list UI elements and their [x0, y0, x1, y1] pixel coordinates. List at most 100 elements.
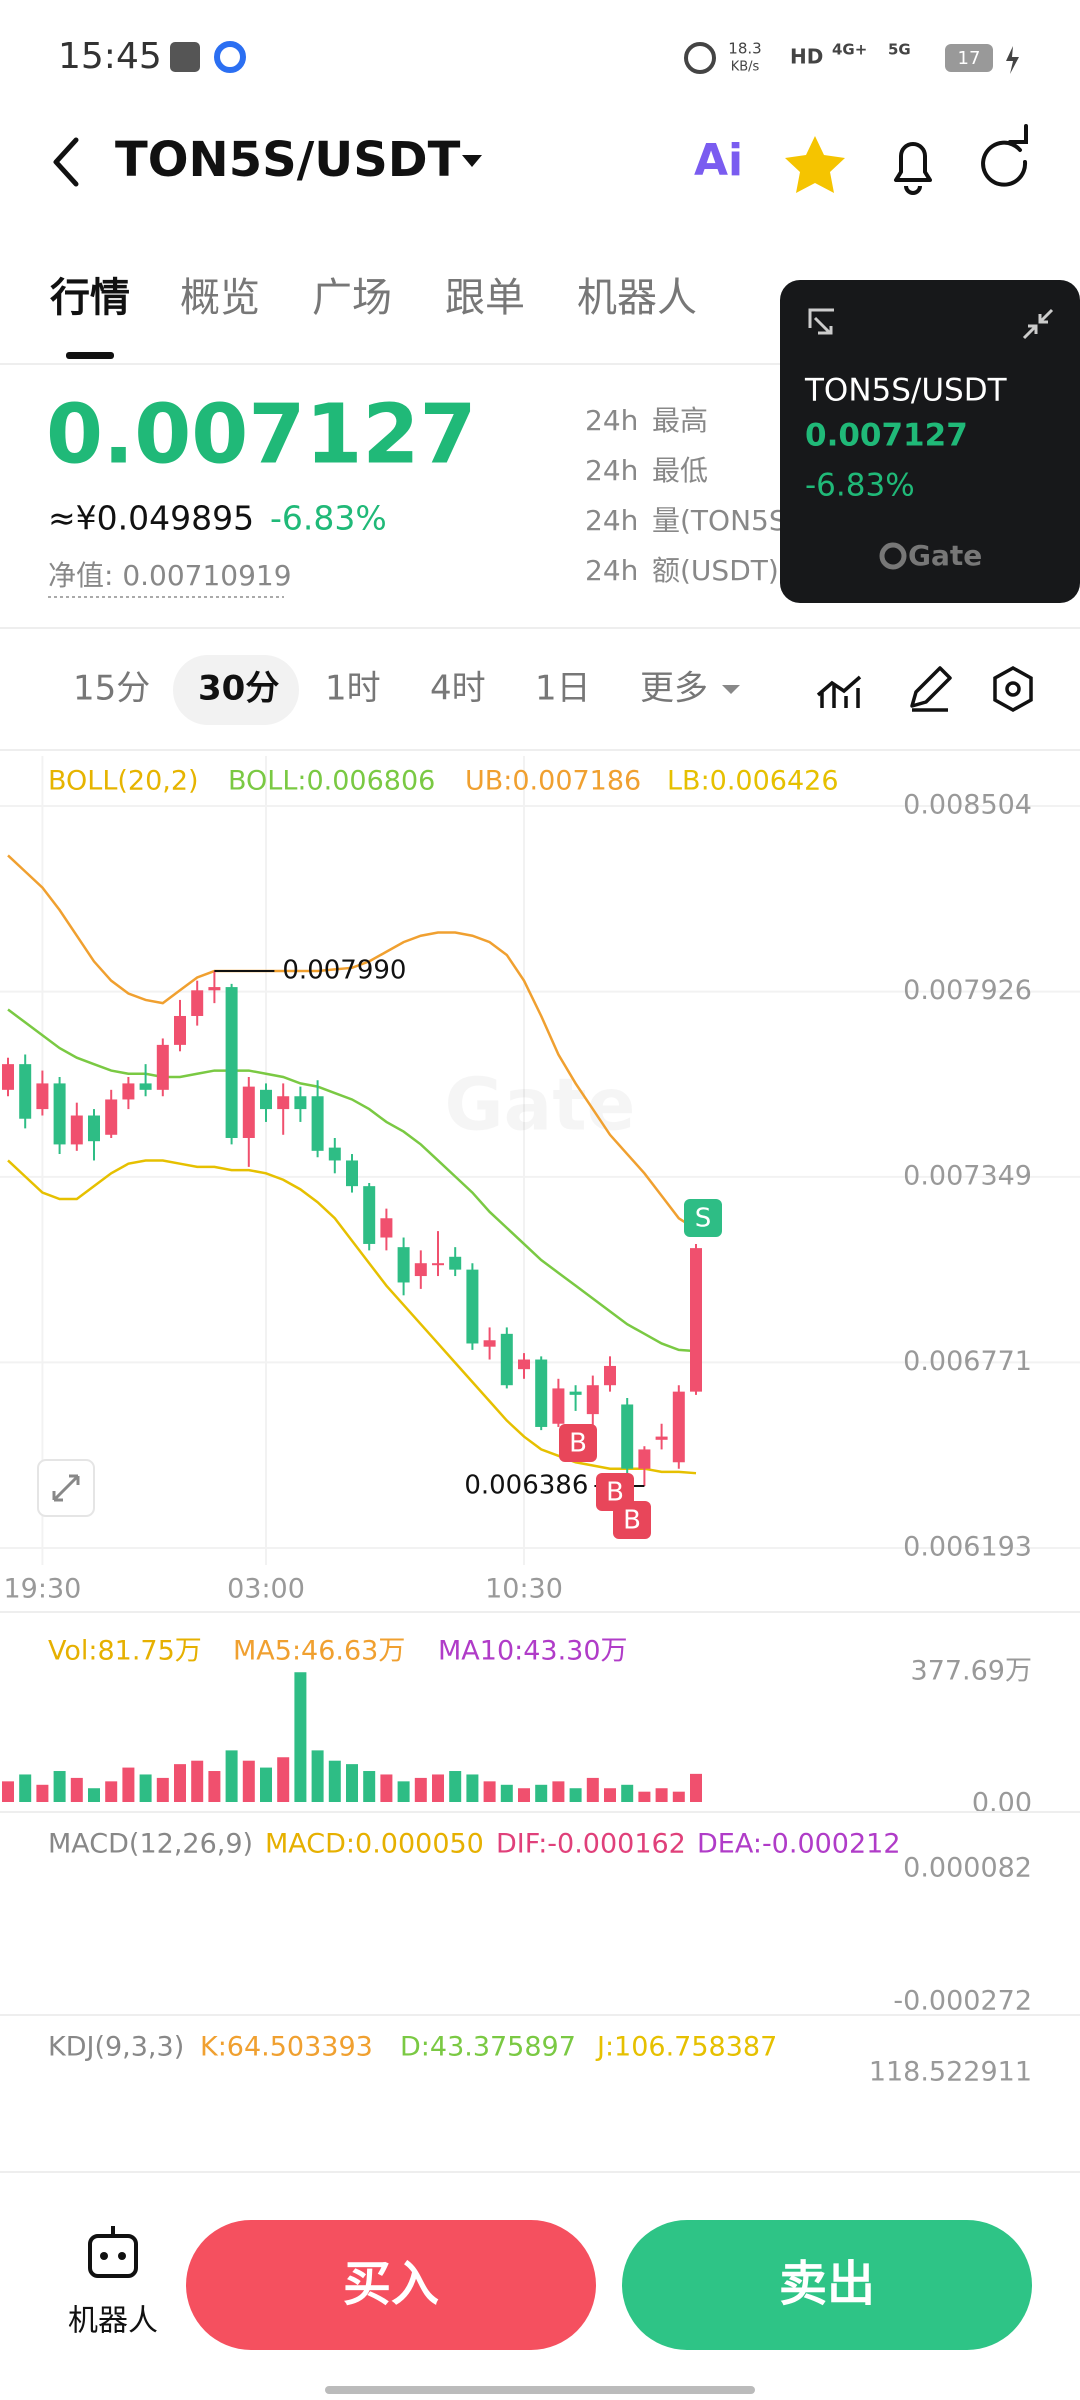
volume-bar: [122, 1767, 135, 1802]
volume-bar: [294, 1672, 307, 1802]
candle-body: [122, 1083, 135, 1100]
candle-body: [449, 1256, 462, 1270]
candle-body: [380, 1218, 393, 1238]
volume-bar: [604, 1788, 616, 1802]
candle-body: [672, 1391, 685, 1463]
buy-button[interactable]: [186, 2220, 596, 2350]
popup-restore[interactable]: [808, 308, 834, 335]
boll-line: [7, 1159, 697, 1475]
stats: 24h 最高 24h 最低 24h 量(TON5S) 24h 额(USDT): [585, 404, 798, 587]
robot-label[interactable]: 机器人: [68, 2304, 158, 2339]
volume-bar: [552, 1781, 565, 1802]
volume-bar: [466, 1774, 479, 1802]
favorite-button[interactable]: [785, 136, 845, 193]
candle-body: [19, 1064, 32, 1119]
volume-bar: [36, 1784, 49, 1802]
trade-marker: [559, 1424, 597, 1462]
volume-bar: [586, 1777, 599, 1802]
interval[interactable]: 更多: [640, 669, 708, 709]
candle-body: [432, 1263, 444, 1266]
back-button[interactable]: [53, 137, 79, 187]
interval[interactable]: 1时: [325, 669, 381, 709]
candle-body: [174, 1015, 186, 1045]
volume-bar: [2, 1781, 14, 1802]
interval[interactable]: 1日: [535, 669, 591, 709]
draw-button[interactable]: [910, 666, 952, 712]
interval[interactable]: 30分: [198, 669, 279, 709]
popup-brand: Gate: [908, 539, 982, 572]
price-change: -6.83%: [270, 499, 387, 538]
indicator-legend: BOLL(20,2): [48, 766, 199, 797]
popup-collapse[interactable]: [1022, 308, 1054, 340]
y-tick-label: 0.006193: [903, 1532, 1032, 1563]
settings-button[interactable]: [993, 665, 1033, 713]
volume-bar: [363, 1771, 376, 1802]
trade-marker-label: B: [623, 1506, 641, 1536]
tab[interactable]: 行情: [50, 275, 130, 321]
indicator-legend: J:106.758387: [595, 2032, 777, 2063]
volume-bar: [483, 1781, 496, 1802]
candle-body: [208, 987, 221, 991]
candle-body: [53, 1083, 66, 1145]
pair-dropdown[interactable]: [462, 155, 482, 167]
sell-button[interactable]: [622, 2220, 1032, 2350]
buy-label[interactable]: 买入: [343, 2256, 439, 2312]
volume-bar: [208, 1771, 221, 1802]
volume-bar: [311, 1750, 324, 1802]
candle-body: [690, 1248, 702, 1392]
status-icon: [214, 41, 246, 73]
boll-line: [7, 1008, 697, 1353]
candle-body: [397, 1247, 410, 1283]
y-tick-label: 0.000082: [903, 1853, 1032, 1884]
interval[interactable]: 4时: [430, 669, 486, 709]
candle-body: [294, 1096, 307, 1110]
tab[interactable]: 广场: [312, 275, 392, 321]
candle-body: [70, 1115, 83, 1145]
tab[interactable]: 机器人: [577, 275, 697, 321]
network-4g: 4G+: [832, 41, 867, 59]
more-dropdown[interactable]: [722, 685, 740, 694]
net-value: 净值: 0.00710919: [48, 559, 292, 592]
indicator-legend: MA10:43.30万: [438, 1636, 628, 1667]
volume-bar: [672, 1791, 685, 1802]
net-speed-unit: KB/s: [731, 60, 760, 75]
home-indicator: [325, 2386, 755, 2394]
tab-bar: 行情 概览 广场 跟单 机器人: [50, 275, 697, 321]
indicator-button[interactable]: [816, 675, 862, 708]
volume-bar: [638, 1791, 651, 1802]
candle-body: [225, 987, 238, 1138]
interval[interactable]: 15分: [73, 669, 150, 709]
trade-marker: [684, 1199, 722, 1237]
volume-bar: [174, 1764, 186, 1802]
candle-body: [655, 1436, 668, 1440]
sell-label[interactable]: 卖出: [779, 2256, 875, 2312]
volume-bar: [432, 1774, 444, 1802]
fullscreen-icon: [52, 1474, 80, 1502]
candle-body: [260, 1089, 272, 1110]
indicator-legend: K:64.503393: [200, 2032, 373, 2063]
x-tick-label: 10:30: [485, 1574, 563, 1605]
network-hd: HD: [790, 45, 823, 69]
indicator-legend: DEA:-0.000212: [697, 1829, 901, 1860]
candle-body: [552, 1388, 565, 1424]
volume-bar: [156, 1777, 169, 1802]
volume-bar: [500, 1784, 513, 1802]
tab[interactable]: 跟单: [445, 275, 525, 321]
watermark: Gate: [445, 1063, 636, 1147]
candle-body: [569, 1391, 582, 1395]
x-tick-label: 19:30: [3, 1574, 81, 1605]
ai-button[interactable]: Ai: [694, 135, 743, 186]
trade-marker-label: B: [606, 1478, 624, 1508]
candle-body: [414, 1263, 427, 1277]
refresh-button[interactable]: [981, 124, 1028, 187]
stat-period: 24h: [585, 504, 638, 537]
alert-button[interactable]: [894, 142, 932, 195]
candle-body: [191, 990, 204, 1016]
pair-title[interactable]: TON5S/USDT: [115, 132, 461, 188]
candle-body: [105, 1099, 118, 1135]
tab-indicator: [66, 352, 114, 359]
tab[interactable]: 概览: [180, 275, 260, 321]
indicator-legend: MA5:46.63万: [233, 1636, 405, 1667]
battery: [945, 44, 993, 72]
